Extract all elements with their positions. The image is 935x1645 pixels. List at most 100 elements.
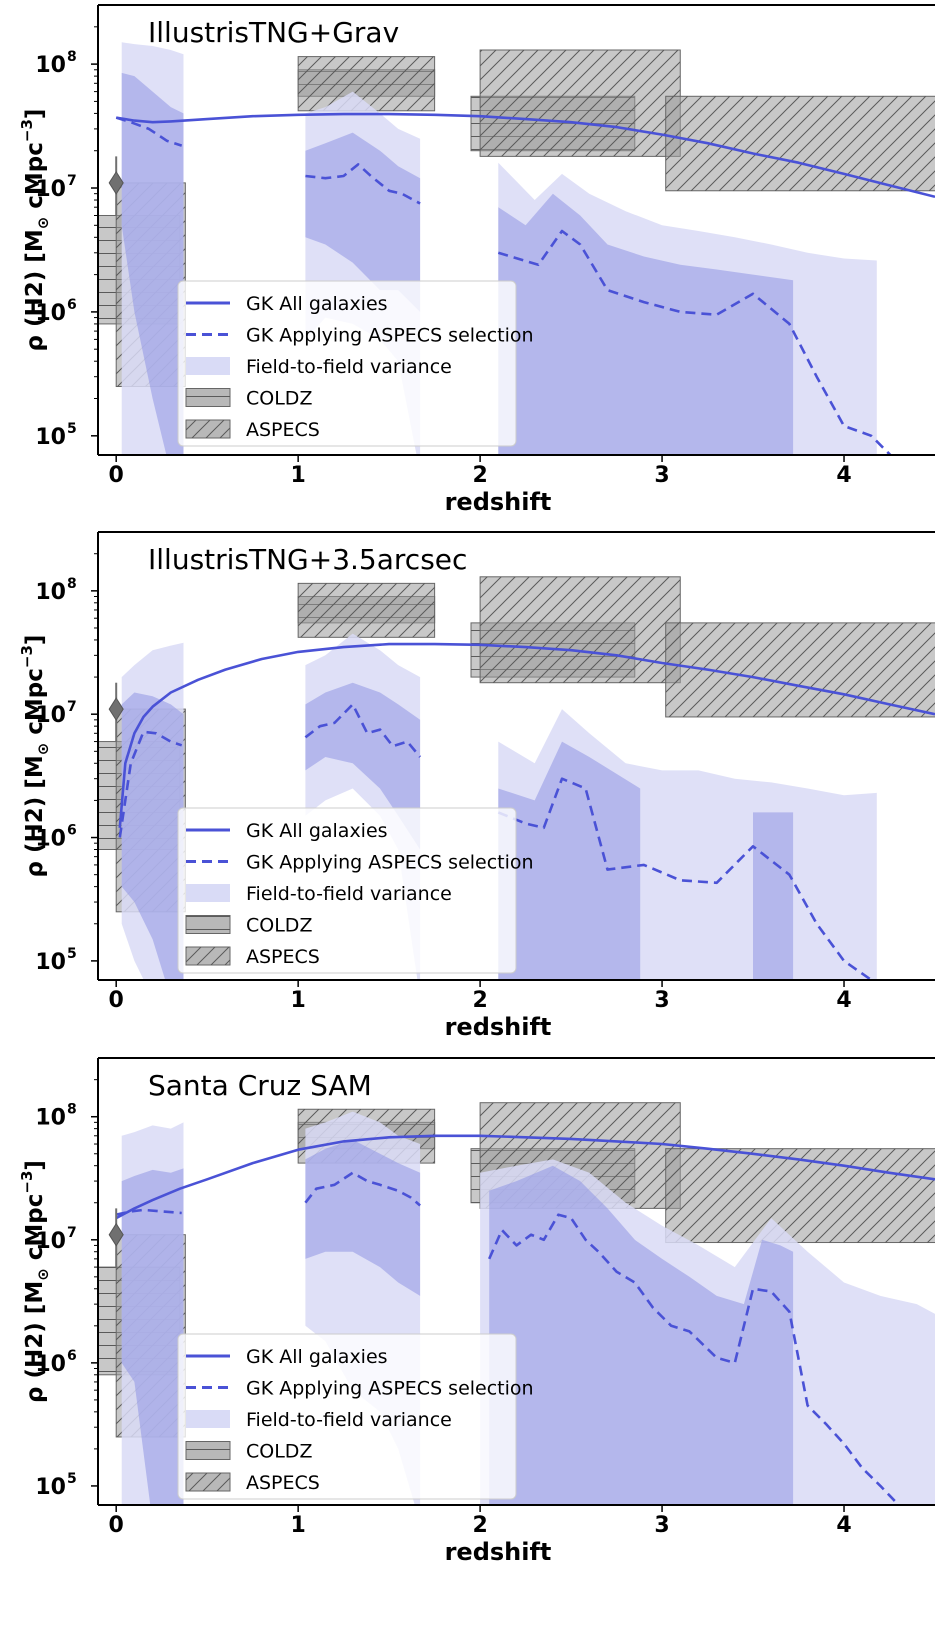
legend-box <box>177 1333 517 1500</box>
y-tick-label: 10 <box>35 53 66 78</box>
y-tick-label: 10 <box>35 301 66 326</box>
x-tick-label: 4 <box>836 1513 851 1538</box>
legend-label-aspecs: ASPECS <box>246 1472 320 1494</box>
variance-inner-band-3 <box>498 193 794 455</box>
legend-coldz-hatch <box>186 1441 230 1460</box>
x-tick-label: 2 <box>472 463 487 488</box>
line-aspecs-selection-1 <box>115 1208 182 1216</box>
legend-aspecs-hatch <box>186 947 230 965</box>
aspecs-hatch-3 <box>480 576 681 683</box>
y-tick-exponent: 6 <box>67 297 77 313</box>
x-tick-label: 0 <box>109 463 124 488</box>
y-tick-label: 10 <box>35 1229 66 1254</box>
x-tick-label: 3 <box>654 1513 669 1538</box>
line-aspecs-selection-3 <box>497 777 873 980</box>
y-axis-label-part-5: ] <box>22 109 48 120</box>
legend-box <box>177 280 517 447</box>
y-axis-label-part-4: −3 <box>18 645 36 668</box>
y-tick-exponent: 6 <box>67 823 77 839</box>
aspecs-hatch-3 <box>480 49 681 157</box>
y-axis-label: ρ (H2) [M⊙ cMpc−3] <box>18 635 52 878</box>
legend-label-variance: Field-to-field variance <box>246 1409 452 1431</box>
variance-inner-band-2 <box>305 132 421 312</box>
y-axis-label-part-1: ρ (H2) [M <box>22 229 48 351</box>
x-tick-label: 4 <box>836 988 851 1013</box>
y-axis-label-part-2: ⊙ <box>34 1268 52 1281</box>
variance-inner-band-3 <box>498 741 641 980</box>
legend-label-solid: GK All galaxies <box>246 1346 388 1368</box>
legend-label-coldz: COLDZ <box>246 1441 312 1463</box>
legend-label-variance: Field-to-field variance <box>246 883 452 905</box>
line-all-galaxies <box>118 642 935 828</box>
y-tick-label: 10 <box>35 425 66 450</box>
legend-label-dashed: GK Applying ASPECS selection <box>246 1378 534 1400</box>
panel-title: IllustrisTNG+Grav <box>148 16 399 49</box>
x-tick-label: 1 <box>290 463 305 488</box>
legend-variance-swatch <box>186 1410 230 1428</box>
y-tick-exponent: 7 <box>67 173 77 189</box>
x-tick-label: 1 <box>290 1513 305 1538</box>
y-axis-label-part-5: ] <box>22 1160 48 1171</box>
aspecs-hatch-2 <box>298 583 435 638</box>
legend-label-coldz: COLDZ <box>246 915 312 937</box>
line-aspecs-selection-2 <box>304 1171 421 1207</box>
plot-area <box>98 42 935 455</box>
data-marker-diamond <box>108 170 124 195</box>
y-axis-label-part-1: ρ (H2) [M <box>22 755 48 877</box>
variance-inner-band-4 <box>753 812 794 980</box>
y-tick-exponent: 8 <box>67 576 77 592</box>
data-marker-diamond <box>108 1222 124 1247</box>
x-tick-label: 2 <box>472 988 487 1013</box>
legend-label-aspecs: ASPECS <box>246 419 320 441</box>
plot-area <box>98 1102 935 1505</box>
legend-label-dashed: GK Applying ASPECS selection <box>246 325 534 347</box>
x-tick-label: 3 <box>654 988 669 1013</box>
y-axis-label-part-2: ⊙ <box>34 743 52 756</box>
data-marker-diamond <box>108 697 124 722</box>
x-tick-label: 0 <box>109 1513 124 1538</box>
variance-inner-band-1 <box>121 72 184 455</box>
aspecs-hatch-2 <box>298 56 435 111</box>
legend-label-coldz: COLDZ <box>246 388 312 410</box>
legend-label-solid: GK All galaxies <box>246 293 388 315</box>
legend-label-dashed: GK Applying ASPECS selection <box>246 852 534 874</box>
y-axis-label-part-3: cMpc <box>22 142 48 217</box>
y-tick-label: 10 <box>35 950 66 975</box>
x-axis-label: redshift <box>445 488 552 516</box>
y-tick-exponent: 6 <box>67 1348 77 1364</box>
y-axis-label-part-4: −3 <box>18 1171 36 1194</box>
y-tick-exponent: 8 <box>67 1102 77 1118</box>
x-axis-label: redshift <box>445 1013 552 1041</box>
aspecs-hatch-4 <box>665 1148 935 1243</box>
plot-area <box>98 576 935 980</box>
legend-box <box>177 807 517 974</box>
y-axis-label-part-3: cMpc <box>22 1194 48 1269</box>
y-tick-label: 10 <box>35 580 66 605</box>
x-tick-label: 2 <box>472 1513 487 1538</box>
y-tick-exponent: 5 <box>67 1471 77 1487</box>
x-axis-label: redshift <box>445 1538 552 1566</box>
legend-variance-swatch <box>186 357 230 375</box>
y-axis-label: ρ (H2) [M⊙ cMpc−3] <box>18 1160 52 1403</box>
x-tick-label: 1 <box>290 988 305 1013</box>
legend-coldz-hatch <box>186 915 230 934</box>
legend-label-solid: GK All galaxies <box>246 820 388 842</box>
variance-inner-band-2 <box>305 682 421 850</box>
y-axis-label: ρ (H2) [M⊙ cMpc−3] <box>18 109 52 352</box>
y-axis-label-part-5: ] <box>22 635 48 646</box>
line-aspecs-selection-2 <box>304 703 422 758</box>
variance-inner-band-3 <box>489 1165 794 1505</box>
legend-aspecs-hatch <box>186 1473 230 1491</box>
variance-inner-band-2 <box>305 1139 421 1296</box>
y-tick-label: 10 <box>35 1475 66 1500</box>
y-tick-exponent: 5 <box>67 946 77 962</box>
variance-inner-band-1 <box>121 1168 184 1505</box>
legend-aspecs-hatch <box>186 420 230 438</box>
panel-title: IllustrisTNG+3.5arcsec <box>148 543 467 576</box>
x-tick-label: 3 <box>654 463 669 488</box>
